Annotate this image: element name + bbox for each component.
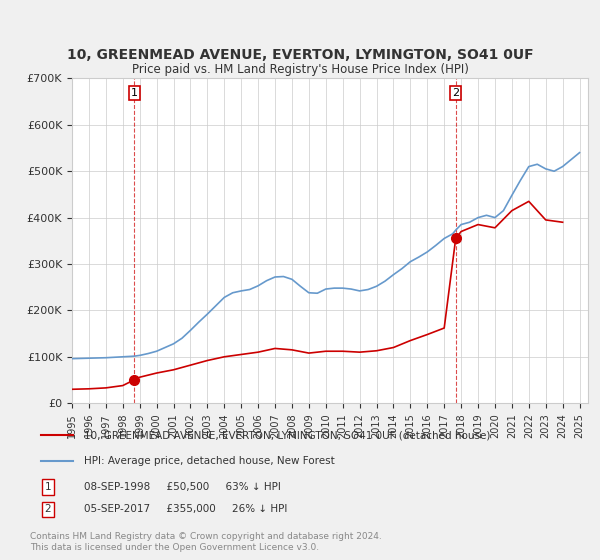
Text: HPI: Average price, detached house, New Forest: HPI: Average price, detached house, New …	[84, 456, 335, 465]
Text: 1: 1	[131, 88, 138, 98]
Text: 2: 2	[452, 88, 459, 98]
Text: 08-SEP-1998     £50,500     63% ↓ HPI: 08-SEP-1998 £50,500 63% ↓ HPI	[84, 482, 281, 492]
Text: 1: 1	[44, 482, 52, 492]
Text: 10, GREENMEAD AVENUE, EVERTON, LYMINGTON, SO41 0UF (detached house): 10, GREENMEAD AVENUE, EVERTON, LYMINGTON…	[84, 431, 490, 440]
Text: 05-SEP-2017     £355,000     26% ↓ HPI: 05-SEP-2017 £355,000 26% ↓ HPI	[84, 505, 287, 515]
Text: 10, GREENMEAD AVENUE, EVERTON, LYMINGTON, SO41 0UF: 10, GREENMEAD AVENUE, EVERTON, LYMINGTON…	[67, 48, 533, 62]
Text: 2: 2	[44, 505, 52, 515]
Text: Contains HM Land Registry data © Crown copyright and database right 2024.
This d: Contains HM Land Registry data © Crown c…	[30, 532, 382, 552]
Text: Price paid vs. HM Land Registry's House Price Index (HPI): Price paid vs. HM Land Registry's House …	[131, 63, 469, 76]
